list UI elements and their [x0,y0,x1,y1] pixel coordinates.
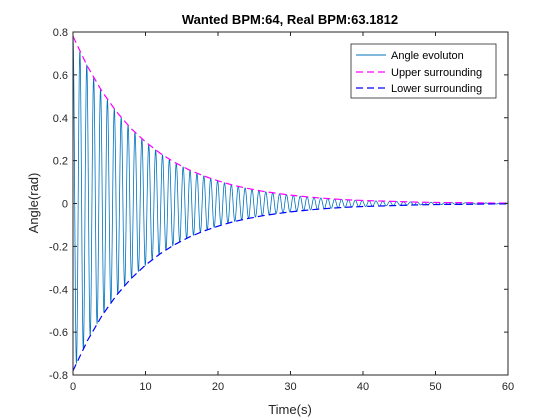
series-lower-surrounding-line [72,203,508,371]
x-tick-label: 40 [357,381,369,393]
legend-box [350,43,497,99]
y-tick-label: -0.4 [49,284,68,296]
y-tick-label: -0.6 [49,327,68,339]
x-tick-label: 30 [284,381,296,393]
chart-title: Wanted BPM:64, Real BPM:63.1812 [182,12,398,27]
y-tick-label: 0.8 [53,27,68,39]
legend-label-upper-surrounding: Upper surrounding [391,67,482,79]
x-axis-label: Time(s) [268,402,312,417]
x-tick-label: 0 [70,381,76,393]
legend: Angle evoluton Upper surrounding Lower s… [350,43,497,99]
y-tick-label: -0.2 [49,241,68,253]
y-tick-label: 0.6 [53,70,68,82]
x-tick-label: 50 [429,381,441,393]
y-tick-label: -0.8 [49,370,68,382]
y-axis-label: Angle(rad) [26,173,41,234]
series-layer [72,36,509,371]
x-tick-label: 20 [212,381,224,393]
x-tick-label: 10 [139,381,151,393]
x-tick-label: 60 [502,381,514,393]
tick-layer: 0 10 20 30 40 50 60 -0.8 -0.6 -0.4 -0.2 0 0.2 0.4 0.6 0… [49,27,514,393]
legend-label-lower-surrounding: Lower surrounding [391,83,482,95]
y-tick-label: 0.4 [53,113,68,125]
legend-label-angle-evolution: Angle evoluton [391,50,464,62]
y-tick-label: 0 [62,199,68,211]
series-upper-surrounding-line [72,36,508,204]
y-tick-label: 0.2 [53,156,68,168]
